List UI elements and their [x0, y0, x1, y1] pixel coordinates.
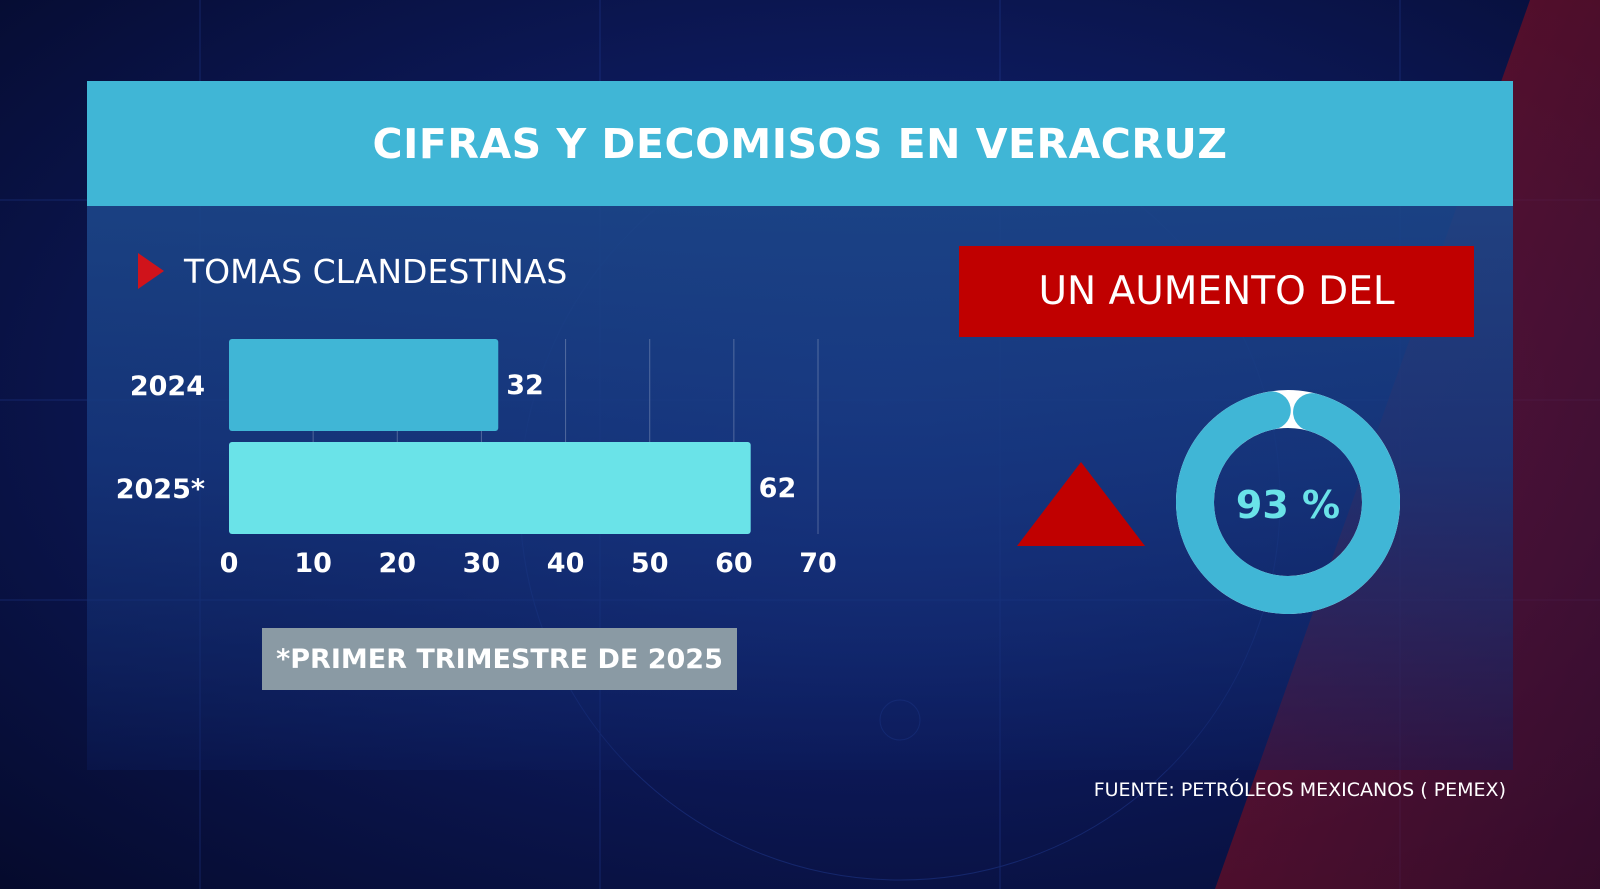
play-arrow-icon: [138, 253, 164, 289]
increase-label-box: UN AUMENTO DEL: [959, 246, 1474, 337]
x-tick-label: 0: [220, 548, 239, 579]
page-title: CIFRAS Y DECOMISOS EN VERACRUZ: [87, 81, 1513, 206]
x-tick-label: 30: [463, 548, 501, 579]
bar-value-label: 62: [759, 473, 797, 504]
section-heading: TOMAS CLANDESTINAS: [138, 246, 567, 296]
category-label: 2025*: [116, 474, 205, 505]
x-tick-label: 60: [715, 548, 753, 579]
section-label: TOMAS CLANDESTINAS: [184, 251, 568, 291]
bar-2025*: [229, 442, 751, 534]
x-tick-label: 50: [631, 548, 669, 579]
source-credit: FUENTE: PETRÓLEOS MEXICANOS ( PEMEX): [1093, 779, 1506, 801]
bar-2024: [229, 339, 499, 431]
footnote-badge: *PRIMER TRIMESTRE DE 2025: [262, 628, 737, 690]
x-tick-label: 10: [294, 548, 332, 579]
bar-value-label: 32: [506, 370, 544, 401]
donut-value: 93 %: [1236, 483, 1340, 527]
x-tick-label: 40: [547, 548, 585, 579]
donut-progress-arc: [1176, 390, 1400, 614]
x-tick-label: 70: [799, 548, 837, 579]
category-label: 2024: [130, 371, 205, 402]
percent-donut: 93 %: [1176, 390, 1400, 614]
x-tick-label: 20: [378, 548, 416, 579]
up-triangle-icon: [1017, 462, 1145, 546]
